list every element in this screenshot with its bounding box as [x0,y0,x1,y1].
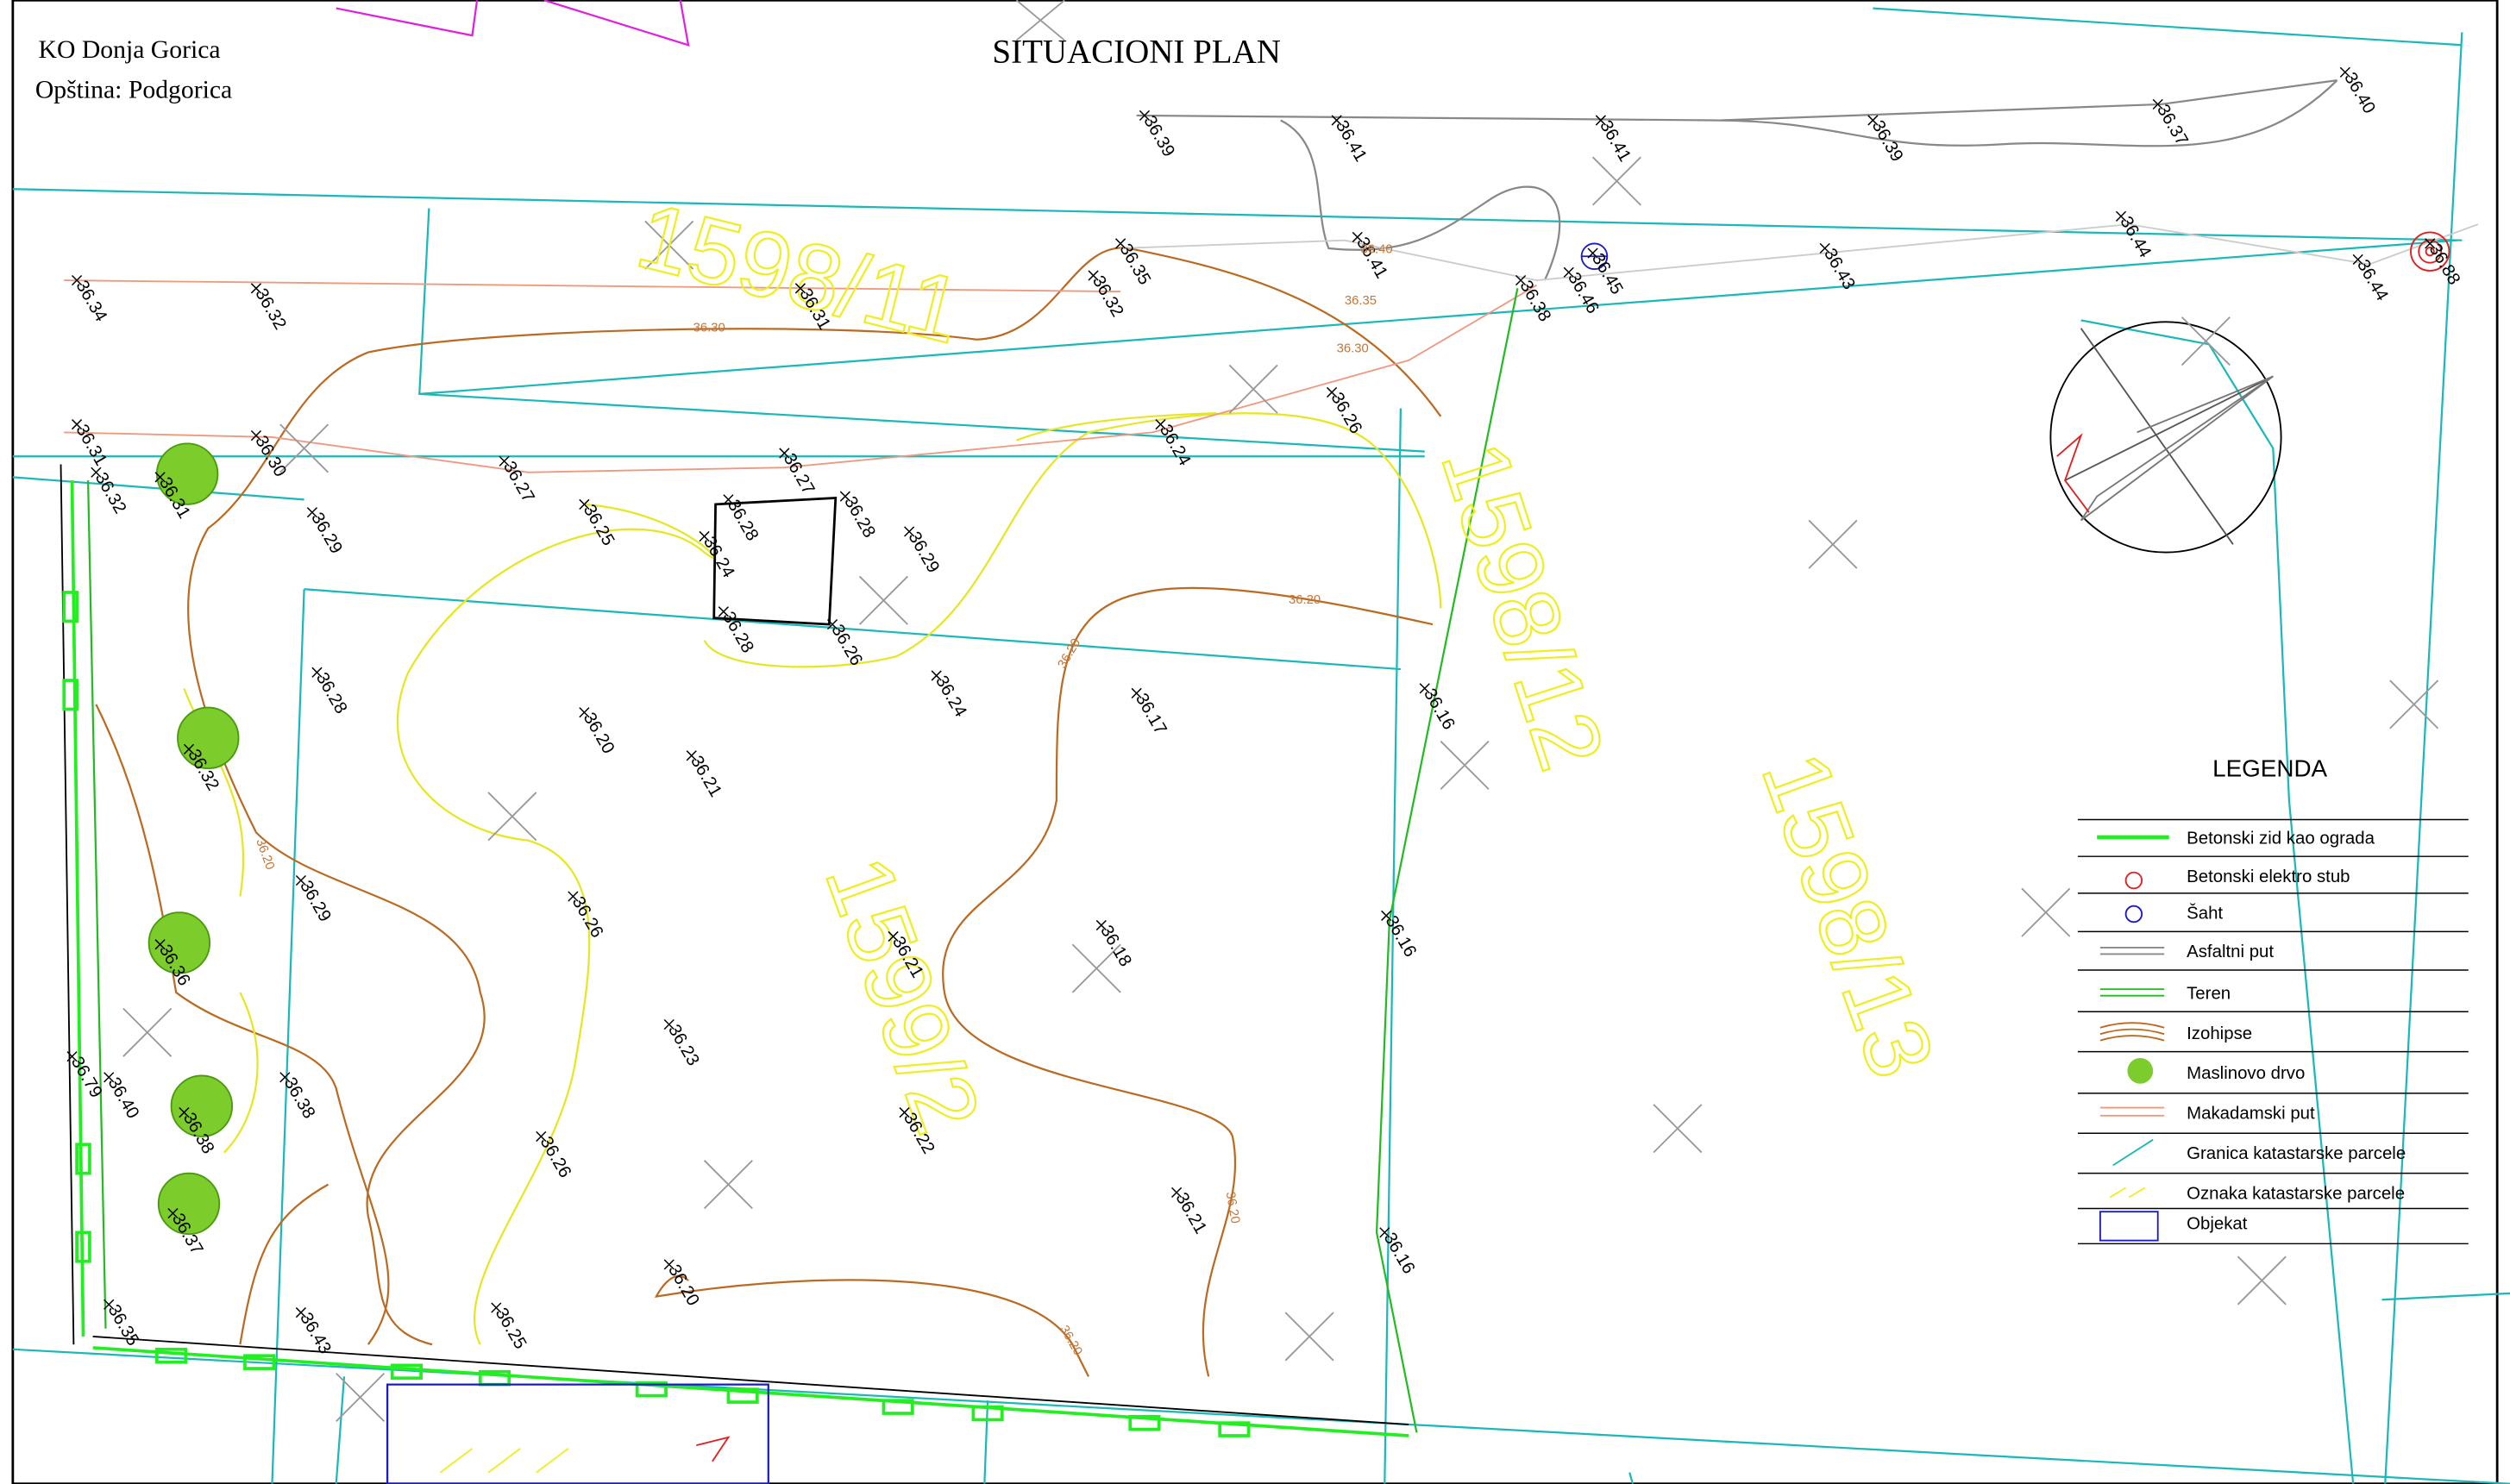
page: {"header": {"title": "SITUACIONI PLAN", … [0,0,2510,1484]
legend-item: Asfaltni put [2187,942,2274,961]
legend-item: Objekat [2187,1215,2248,1234]
contour-label: 36.30 [1337,342,1369,356]
contour-label: 36.20 [1289,593,1321,607]
cadastral-municipality: KO Donja Gorica [39,36,221,64]
legend-item: Oznaka katastarske parcele [2187,1184,2405,1203]
contour-label: 36.40 [1360,243,1392,257]
legend-item: Betonski elektro stub [2187,867,2350,886]
legend-item: Šaht [2187,904,2223,924]
legend-item: Maslinovo drvo [2187,1064,2305,1083]
contour-label: 36.30 [693,321,725,335]
legend-title: LEGENDA [2212,755,2327,781]
legend-item: Betonski zid kao ograda [2187,829,2375,848]
legend-item: Izohipse [2187,1024,2252,1043]
contour-label: 36.35 [1345,294,1377,308]
legend-item: Makadamski put [2187,1105,2315,1124]
municipality: Opština: Podgorica [35,77,232,104]
site-plan: SITUACIONI PLAN KO Donja Gorica Opština: P… [0,0,2510,1484]
title: SITUACIONI PLAN [992,34,1280,71]
legend-item: Granica katastarske parcele [2187,1144,2406,1163]
legend-item: Teren [2187,984,2231,1003]
